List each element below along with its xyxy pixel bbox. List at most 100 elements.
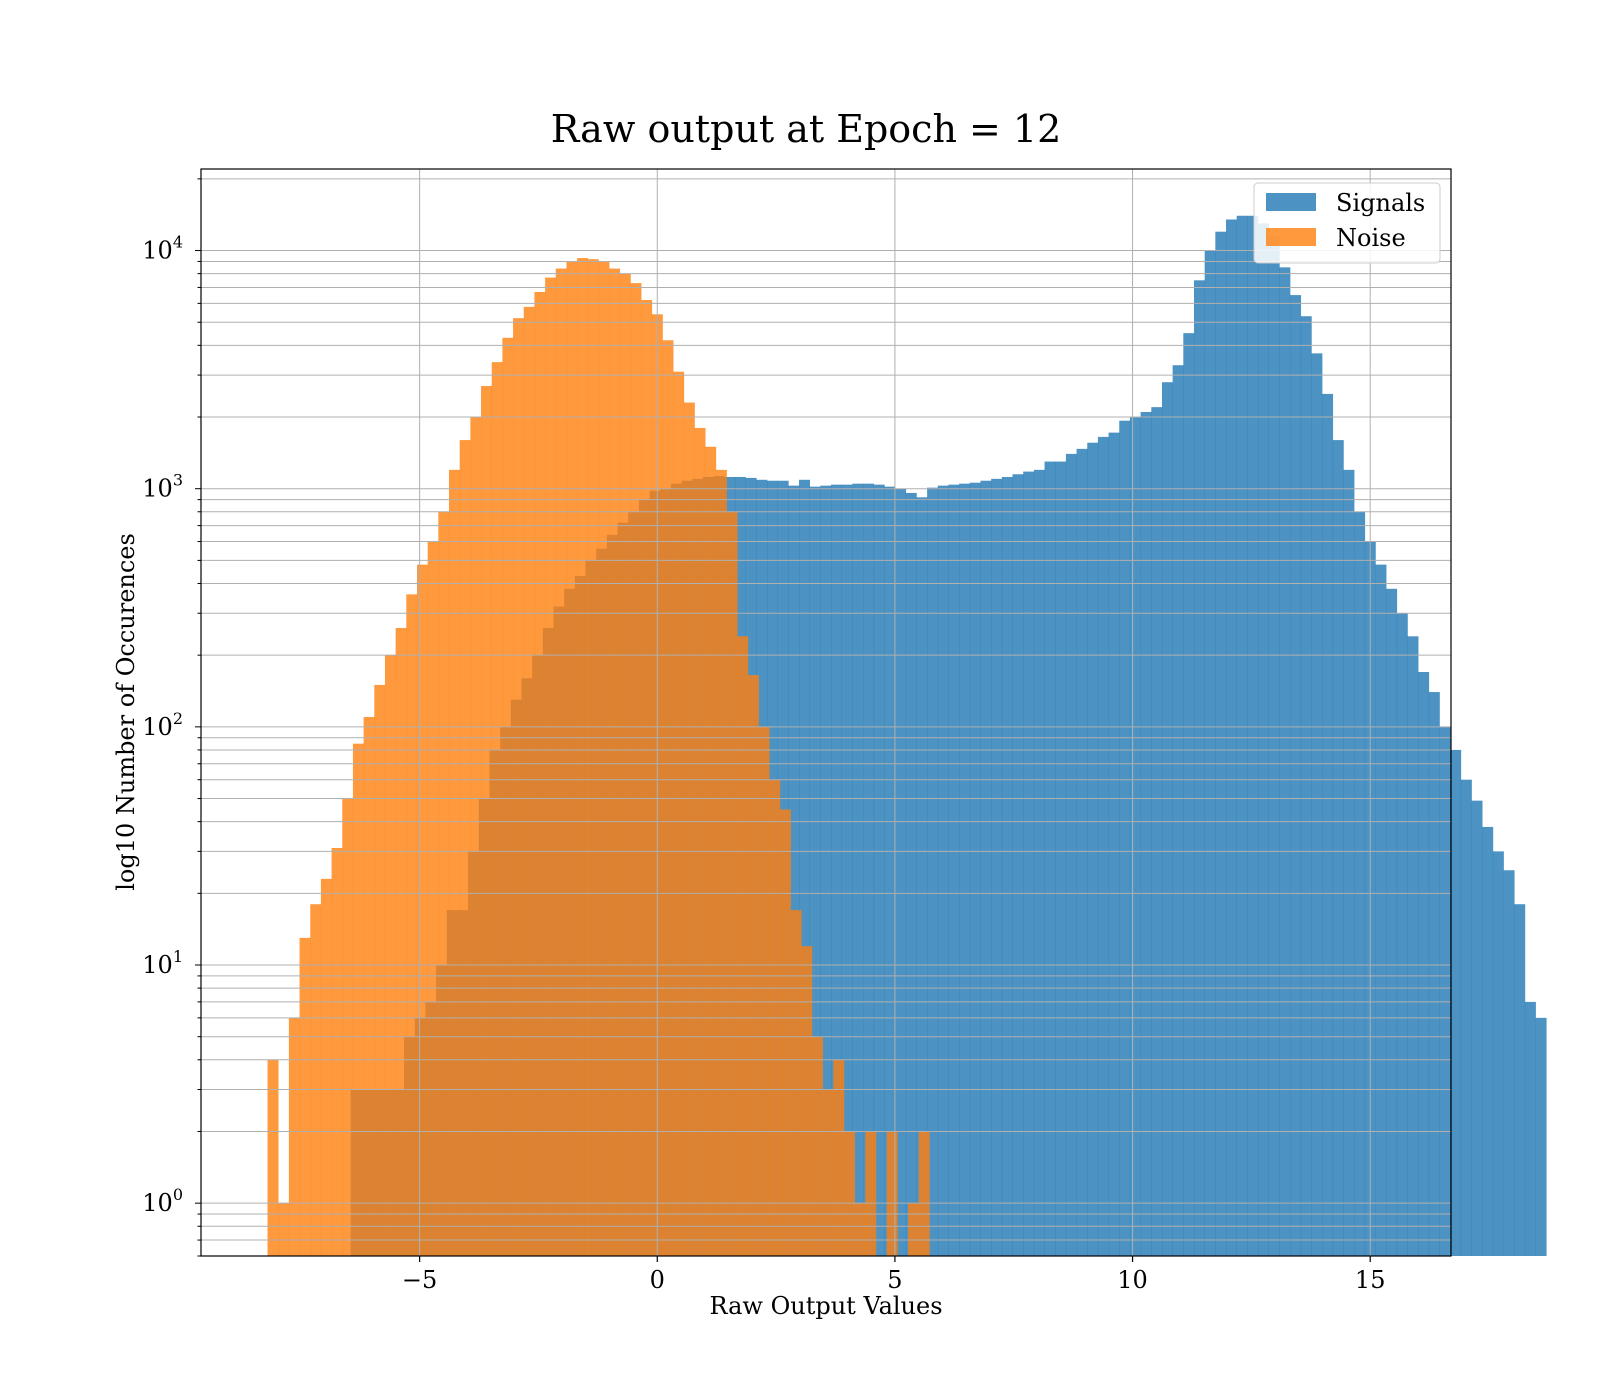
bar-noise [406, 594, 418, 1256]
bar-noise [801, 946, 813, 1256]
bar-noise [363, 717, 375, 1256]
bar-noise [470, 417, 482, 1256]
bar-signals [991, 478, 1003, 1257]
bar-noise [918, 1131, 930, 1256]
bar-noise [416, 564, 428, 1256]
bar-signals [820, 485, 832, 1256]
bar-signals [895, 488, 907, 1256]
bar-signals [1076, 448, 1088, 1256]
bar-noise [491, 362, 503, 1256]
bar-signals [1172, 365, 1184, 1257]
bar-signals [863, 483, 875, 1256]
bar-signals [884, 486, 896, 1256]
bar-signals [1033, 469, 1045, 1257]
bar-signals [1322, 393, 1334, 1256]
legend-swatch-signals [1266, 193, 1316, 211]
bar-signals [1332, 440, 1344, 1257]
legend: Signals Noise [1253, 182, 1441, 264]
bar-signals [1108, 432, 1120, 1256]
bar-noise [481, 385, 493, 1257]
bar-noise [843, 1131, 855, 1256]
bar-noise [427, 541, 439, 1256]
bar-noise [908, 1203, 919, 1256]
bar-signals [1044, 461, 1056, 1256]
bar-noise [630, 283, 642, 1257]
bar-signals [1193, 280, 1205, 1256]
bar-noise [598, 261, 610, 1256]
bar-signals [1268, 236, 1280, 1257]
bar-signals [1140, 411, 1152, 1257]
bar-signals [980, 480, 992, 1256]
bar-signals [799, 479, 810, 1256]
x-tick-label: 5 [887, 1266, 902, 1294]
bar-signals [1183, 333, 1195, 1256]
bar-noise [288, 1017, 300, 1256]
x-tick-label: 0 [650, 1266, 665, 1294]
bar-noise [513, 318, 525, 1256]
bar-signals [1407, 636, 1419, 1256]
legend-swatch-noise [1266, 228, 1316, 246]
bar-signals [1428, 692, 1440, 1256]
bar-signals [788, 485, 800, 1256]
bar-noise [865, 1131, 877, 1256]
bar-noise [715, 469, 727, 1257]
bar-signals [1375, 564, 1387, 1256]
bar-signals [1439, 726, 1451, 1256]
bar-noise [587, 259, 599, 1256]
bar-signals [1343, 469, 1355, 1257]
bar-signals [1386, 588, 1398, 1256]
y-tick-label: 102 [142, 709, 183, 741]
bar-noise [673, 371, 685, 1256]
bar-noise [641, 299, 653, 1256]
bar-signals [1524, 1001, 1536, 1256]
bar-signals [905, 492, 917, 1256]
bar-signals [1065, 453, 1077, 1256]
bar-signals [1258, 223, 1270, 1256]
bar-noise [342, 798, 354, 1256]
bar-signals [969, 482, 981, 1256]
bar-noise [886, 1131, 898, 1256]
bar-signals [1503, 870, 1515, 1256]
bar-noise [374, 684, 386, 1256]
bar-signals [1151, 407, 1163, 1256]
bar-signals [1300, 316, 1312, 1257]
bar-signals [959, 483, 971, 1256]
bar-noise [566, 261, 578, 1256]
y-tick-label: 100 [142, 1185, 183, 1217]
bar-noise [555, 268, 567, 1257]
bar-noise [331, 847, 343, 1256]
bar-noise [534, 291, 546, 1257]
bar-noise [299, 937, 311, 1256]
y-tick-label: 103 [142, 471, 183, 503]
bar-signals [1023, 471, 1035, 1257]
plot-frame [200, 168, 1452, 1257]
bar-noise [694, 427, 706, 1256]
bar-noise [577, 258, 589, 1256]
bar-noise [395, 628, 407, 1256]
bar-signals [1460, 779, 1472, 1256]
bar-noise [384, 655, 396, 1256]
bar-noise [459, 440, 471, 1257]
y-ticks: 100 101 102 103 104 [142, 178, 201, 1257]
bar-signals [948, 484, 960, 1256]
bar-noise [438, 511, 450, 1256]
x-tick-label: 10 [1117, 1266, 1148, 1294]
legend-label-noise: Noise [1336, 224, 1406, 252]
bar-noise [833, 1059, 845, 1256]
bar-signals [1514, 904, 1526, 1256]
bar-signals [809, 486, 821, 1256]
bar-signals [1418, 671, 1430, 1256]
bar-signals [1055, 461, 1067, 1256]
bar-noise [737, 636, 749, 1256]
bar-signals [937, 485, 949, 1256]
bar-signals [841, 484, 853, 1256]
bar-noise [502, 337, 514, 1257]
y-axis-label: log10 Number of Occurences [112, 533, 140, 891]
y-tick-label: 104 [142, 233, 183, 265]
bar-signals [1535, 1017, 1547, 1256]
x-axis-label: Raw Output Values [709, 1292, 942, 1320]
bar-noise [619, 273, 631, 1256]
bar-signals [831, 484, 843, 1256]
x-tick-label: −5 [402, 1266, 437, 1294]
